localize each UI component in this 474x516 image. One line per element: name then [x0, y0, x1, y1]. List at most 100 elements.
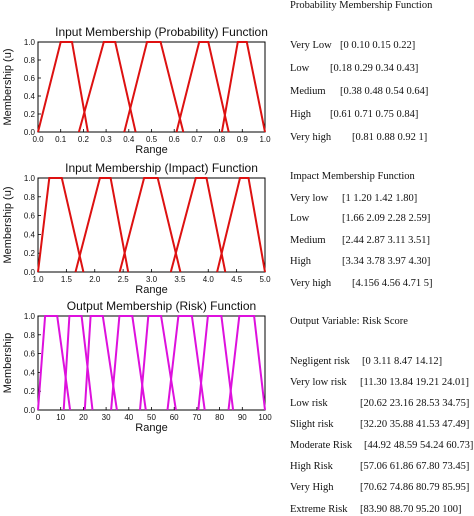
- membership-function-0: [37, 177, 85, 273]
- chart-1: Input Membership (Impact) Function 1.0 1.5…: [2, 161, 271, 296]
- x-axis-label: Range: [135, 422, 167, 434]
- term-values: [57.06 61.86 67.80 73.45]: [360, 461, 470, 472]
- x-tick-label: 0.2: [78, 135, 90, 144]
- term-values: [4.156 4.56 4.71 5]: [352, 278, 433, 289]
- x-tick-label: 10: [56, 413, 65, 422]
- risk-term: Very High [70.62 74.86 80.79 85.95]: [290, 482, 469, 493]
- x-tick-label: 0.3: [101, 135, 113, 144]
- probability-term: Medium [0.38 0.48 0.54 0.64]: [290, 86, 428, 97]
- term-label: Slight risk: [290, 419, 334, 430]
- membership-function-1: [77, 41, 137, 133]
- impact-term: Low [1.66 2.09 2.28 2.59]: [290, 213, 430, 224]
- x-tick-label: 0.6: [169, 135, 181, 144]
- y-axis-label: Membership (u): [2, 186, 14, 263]
- membership-function-2: [123, 41, 185, 133]
- term-label: Medium: [290, 86, 326, 97]
- y-tick-label: 0.6: [24, 212, 36, 221]
- x-tick-label: 90: [238, 413, 247, 422]
- x-tick-label: 70: [192, 413, 201, 422]
- membership-function-2: [118, 177, 182, 273]
- y-tick-label: 1.0: [24, 174, 36, 183]
- term-label: Very Low: [290, 40, 332, 51]
- y-tick-label: 0.4: [24, 368, 36, 377]
- term-label: High: [290, 109, 311, 120]
- term-values: [0.81 0.88 0.92 1]: [352, 132, 428, 143]
- y-tick-label: 1.0: [24, 312, 36, 321]
- term-values: [70.62 74.86 80.79 85.95]: [360, 482, 470, 493]
- x-tick-label: 100: [258, 413, 272, 422]
- term-values: [0 3.11 8.47 14.12]: [362, 356, 443, 367]
- membership-function-6: [197, 315, 235, 411]
- risk-term: Extreme Risk [83.90 88.70 95.20 100]: [290, 504, 462, 515]
- x-tick-label: 0.5: [146, 135, 158, 144]
- membership-function-0: [37, 41, 89, 133]
- x-tick-label: 0.7: [191, 135, 203, 144]
- term-label: Very low risk: [290, 377, 347, 388]
- x-tick-label: 1.0: [32, 275, 44, 284]
- membership-function-2: [83, 315, 118, 411]
- term-label: Medium: [290, 235, 326, 246]
- term-values: [0.61 0.71 0.75 0.84]: [330, 109, 419, 120]
- x-tick-label: 4.5: [231, 275, 243, 284]
- y-tick-label: 0.0: [24, 406, 36, 415]
- impact-term: Very high [4.156 4.56 4.71 5]: [290, 278, 433, 289]
- term-values: [1 1.20 1.42 1.80]: [342, 193, 418, 204]
- membership-function-4: [220, 41, 266, 133]
- membership-function-5: [166, 315, 206, 411]
- y-tick-label: 1.0: [24, 38, 36, 47]
- term-label: Very high: [290, 132, 332, 143]
- term-label: Very High: [290, 482, 334, 493]
- x-tick-label: 0.8: [214, 135, 226, 144]
- term-values: [44.92 48.59 54.24 60.73]: [364, 440, 474, 451]
- term-label: High Risk: [290, 461, 333, 472]
- y-tick-label: 0.8: [24, 56, 36, 65]
- term-values: [3.34 3.78 3.97 4.30]: [342, 256, 431, 267]
- impact-term: Medium [2.44 2.87 3.11 3.51]: [290, 235, 430, 246]
- chart-title: Input Membership (Probability) Function: [55, 25, 268, 39]
- term-label: Low: [290, 213, 310, 224]
- y-tick-label: 0.0: [24, 128, 36, 137]
- term-label: Moderate Risk: [290, 440, 353, 451]
- x-tick-label: 0.0: [32, 135, 44, 144]
- term-label: Low: [290, 63, 310, 74]
- y-axis-label: Membership: [2, 333, 14, 394]
- x-tick-label: 40: [124, 413, 133, 422]
- y-tick-label: 0.2: [24, 387, 36, 396]
- term-values: [0.18 0.29 0.34 0.43]: [330, 63, 419, 74]
- y-tick-label: 0.4: [24, 230, 36, 239]
- membership-function-4: [139, 315, 177, 411]
- x-tick-label: 0: [36, 413, 41, 422]
- term-values: [83.90 88.70 95.20 100]: [360, 504, 462, 515]
- term-label: Very high: [290, 278, 332, 289]
- impact-term: Very low [1 1.20 1.42 1.80]: [290, 193, 417, 204]
- risk-term: Slight risk [32.20 35.88 41.53 47.49]: [290, 419, 469, 430]
- probability-term: Very Low [0 0.10 0.15 0.22]: [290, 40, 415, 51]
- risk-heading: Output Variable: Risk Score: [290, 316, 408, 327]
- membership-function-3: [175, 41, 230, 133]
- impact-term: High [3.34 3.78 3.97 4.30]: [290, 256, 430, 267]
- probability-heading: Probability Membership Function: [290, 0, 433, 11]
- x-tick-label: 50: [147, 413, 156, 422]
- x-tick-label: 1.0: [259, 135, 271, 144]
- impact-heading: Impact Membership Function: [290, 171, 415, 182]
- y-tick-label: 0.8: [24, 331, 36, 340]
- x-tick-label: 1.5: [61, 275, 73, 284]
- x-tick-label: 3.0: [146, 275, 158, 284]
- chart-title: Output Membership (Risk) Function: [67, 299, 256, 313]
- y-tick-label: 0.2: [24, 249, 36, 258]
- membership-function-1: [74, 177, 130, 273]
- probability-term: Very high [0.81 0.88 0.92 1]: [290, 132, 427, 143]
- risk-term: Negligent risk [0 3.11 8.47 14.12]: [290, 356, 442, 367]
- term-label: High: [290, 256, 311, 267]
- y-tick-label: 0.2: [24, 110, 36, 119]
- y-tick-label: 0.4: [24, 92, 36, 101]
- y-tick-label: 0.6: [24, 74, 36, 83]
- chart-0: Input Membership (Probability) Function 0…: [2, 25, 271, 156]
- plot-frame: [37, 41, 266, 133]
- membership-function-0: [37, 315, 72, 411]
- term-values: [32.20 35.88 41.53 47.49]: [360, 419, 470, 430]
- x-tick-label: 20: [79, 413, 88, 422]
- term-values: [0 0.10 0.15 0.22]: [340, 40, 416, 51]
- x-tick-label: 0.1: [55, 135, 67, 144]
